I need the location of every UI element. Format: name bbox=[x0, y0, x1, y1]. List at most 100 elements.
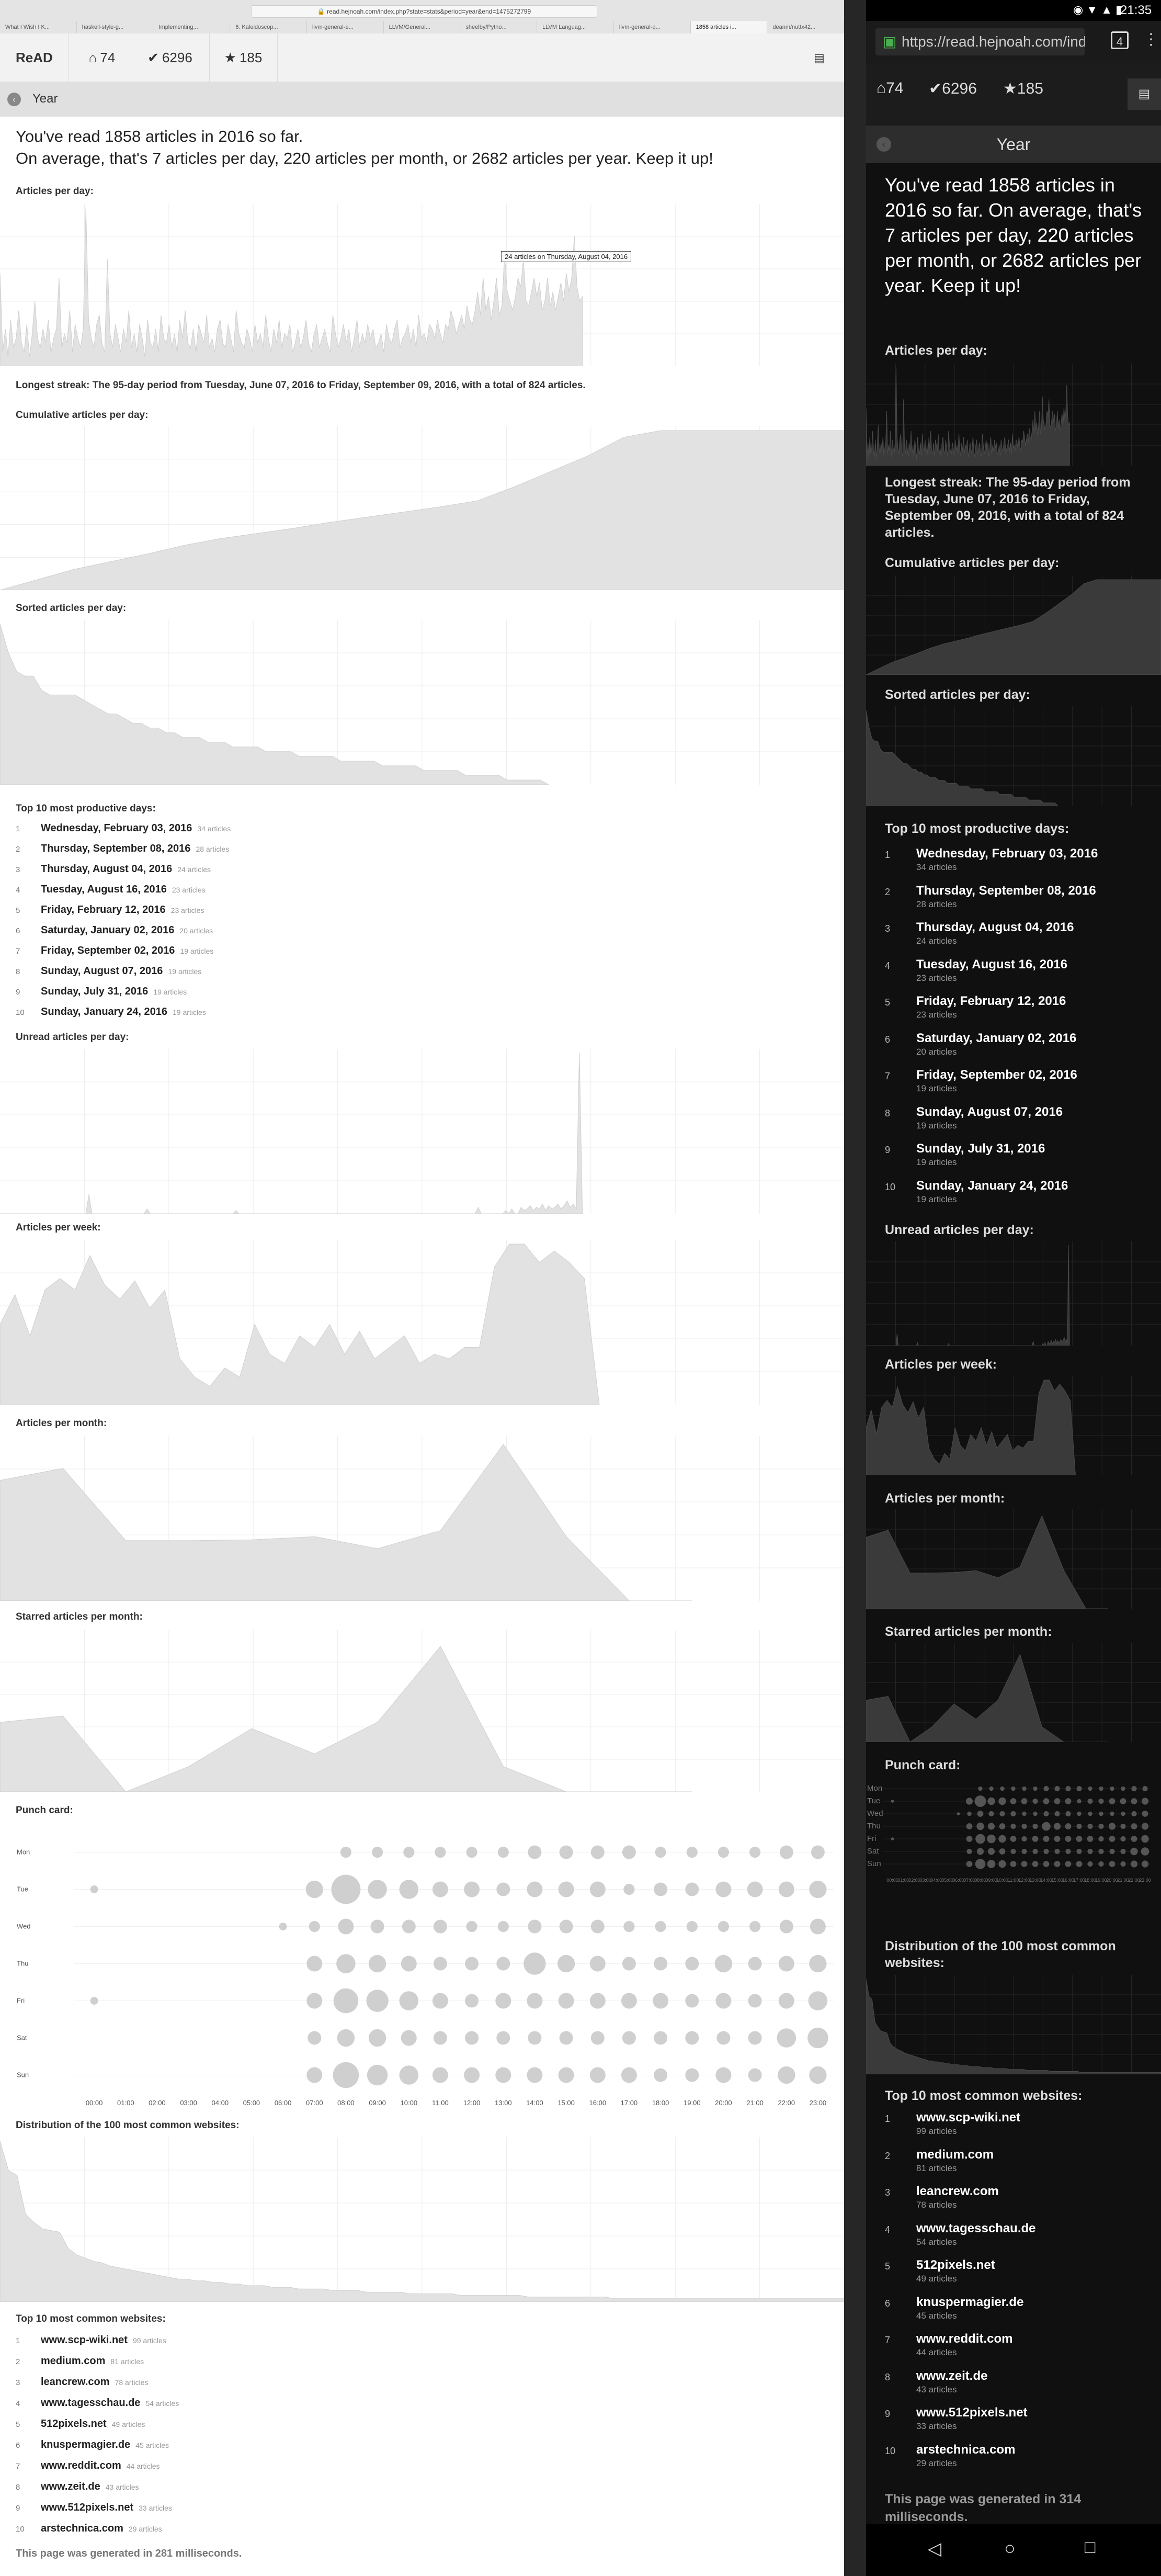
item-label[interactable]: 512pixels.net bbox=[41, 2418, 107, 2430]
rank-number: 3 bbox=[16, 2378, 20, 2387]
home-nav-icon[interactable]: ○ bbox=[1004, 2537, 1016, 2559]
item-label[interactable]: www.512pixels.net bbox=[916, 2405, 1028, 2420]
phone-screen: ◉ ▼ ▲ ▮ 21:35 ▣ https://read.hejnoah.com/… bbox=[866, 0, 1161, 2576]
tab-switcher-button[interactable]: 4 bbox=[1111, 31, 1129, 49]
item-label[interactable]: Friday, February 12, 2016 bbox=[41, 904, 166, 916]
punch-hour-label: 16:00 bbox=[1062, 1878, 1074, 1883]
phone-url-field[interactable]: ▣ https://read.hejnoah.com/inde bbox=[875, 28, 1085, 55]
back-arrow-icon[interactable]: ‹ bbox=[877, 137, 891, 152]
browser-tab[interactable]: sheelby/Pytho... bbox=[460, 21, 538, 33]
punch-dot bbox=[655, 1920, 666, 1933]
item-label[interactable]: www.zeit.de bbox=[41, 2481, 100, 2492]
item-label[interactable]: knuspermagier.de bbox=[916, 2295, 1024, 2309]
item-label[interactable]: www.reddit.com bbox=[41, 2460, 121, 2471]
item-label[interactable]: Saturday, January 02, 2016 bbox=[916, 1031, 1077, 1045]
item-label[interactable]: Friday, September 02, 2016 bbox=[916, 1068, 1077, 1082]
rank-number: 4 bbox=[885, 960, 891, 971]
punch-dot bbox=[432, 1881, 448, 1897]
item-label[interactable]: medium.com bbox=[916, 2147, 994, 2162]
item-label[interactable]: Sunday, January 24, 2016 bbox=[41, 1006, 167, 1018]
item-label[interactable]: Sunday, January 24, 2016 bbox=[916, 1178, 1068, 1193]
browser-tab[interactable]: llvm-general-q... bbox=[614, 21, 691, 33]
item-label[interactable]: Wednesday, February 03, 2016 bbox=[41, 822, 192, 834]
data-series-area bbox=[0, 1646, 692, 1792]
item-label[interactable]: Thursday, September 08, 2016 bbox=[41, 843, 191, 854]
status-bar: ◉ ▼ ▲ ▮ 21:35 bbox=[866, 0, 1161, 21]
browser-tab[interactable]: haskell-style-g... bbox=[77, 21, 154, 33]
overflow-menu-icon[interactable]: ⋮ bbox=[1143, 31, 1159, 48]
item-count: 19 articles bbox=[916, 1194, 957, 1204]
inbox-link[interactable]: ⌂74 bbox=[73, 33, 131, 82]
browser-tab[interactable]: llvm-general-e... bbox=[307, 21, 384, 33]
item-label[interactable]: 512pixels.net bbox=[916, 2258, 995, 2272]
item-label[interactable]: Sunday, August 07, 2016 bbox=[916, 1104, 1063, 1119]
data-series-area bbox=[0, 624, 550, 785]
heading-distribution: Distribution of the 100 most common webs… bbox=[885, 1939, 1116, 1970]
punch-dot bbox=[338, 1918, 354, 1935]
punch-dot bbox=[1010, 1811, 1016, 1817]
punch-hour-label: 13:00 bbox=[1029, 1878, 1041, 1883]
browser-tab[interactable]: deanm/nuttx42... bbox=[767, 21, 844, 33]
punch-dot bbox=[1065, 1823, 1072, 1829]
item-label[interactable]: Sunday, July 31, 2016 bbox=[916, 1142, 1045, 1156]
browser-tab[interactable]: Implementing... bbox=[153, 21, 231, 33]
recents-nav-icon[interactable]: □ bbox=[1085, 2537, 1096, 2557]
item-label[interactable]: medium.com bbox=[41, 2355, 106, 2367]
starred-link[interactable]: ★185 bbox=[209, 33, 278, 82]
phone-per-month-chart bbox=[866, 1509, 1161, 1609]
item-label[interactable]: Wednesday, February 03, 2016 bbox=[916, 846, 1098, 861]
item-label[interactable]: www.zeit.de bbox=[916, 2368, 988, 2383]
item-label[interactable]: www.tagesschau.de bbox=[41, 2397, 141, 2409]
item-label[interactable]: Saturday, January 02, 2016 bbox=[41, 924, 175, 936]
item-label[interactable]: Friday, February 12, 2016 bbox=[916, 994, 1066, 1008]
browser-tab[interactable]: 1858 articles i... bbox=[690, 21, 768, 33]
item-label[interactable]: Tuesday, August 16, 2016 bbox=[916, 957, 1067, 971]
back-arrow-icon[interactable]: ‹ bbox=[7, 93, 21, 106]
punch-hour-label: 10:00 bbox=[996, 1878, 1008, 1883]
inbox-link[interactable]: ⌂74 bbox=[877, 80, 904, 97]
item-label[interactable]: arstechnica.com bbox=[41, 2523, 123, 2534]
browser-tab[interactable]: LLVM/General... bbox=[384, 21, 461, 33]
punch-dot bbox=[528, 2031, 542, 2045]
browser-tab[interactable]: LLVM Languag... bbox=[537, 21, 614, 33]
phone-period-bar: ‹ Year bbox=[866, 126, 1161, 163]
punch-dot bbox=[1021, 1836, 1027, 1842]
item-count: 45 articles bbox=[135, 2441, 169, 2449]
item-label[interactable]: leancrew.com bbox=[41, 2376, 110, 2388]
item-label[interactable]: www.scp-wiki.net bbox=[41, 2334, 128, 2346]
punch-dot bbox=[966, 1861, 973, 1867]
punch-dot bbox=[331, 1874, 361, 1904]
item-label[interactable]: www.scp-wiki.net bbox=[916, 2110, 1021, 2125]
item-label[interactable]: leancrew.com bbox=[916, 2184, 999, 2198]
browser-tab[interactable]: What I Wish I K... bbox=[0, 21, 77, 33]
browser-tab[interactable]: 6. Kaleidoscop... bbox=[230, 21, 307, 33]
punch-dot bbox=[1141, 1823, 1149, 1830]
item-label[interactable]: Sunday, August 07, 2016 bbox=[41, 965, 163, 977]
item-label[interactable]: Thursday, August 04, 2016 bbox=[916, 920, 1074, 934]
item-label[interactable]: www.tagesschau.de bbox=[916, 2221, 1036, 2235]
starred-link[interactable]: ★185 bbox=[1003, 80, 1043, 97]
punch-dot bbox=[590, 2031, 605, 2045]
address-bar[interactable]: 🔒 read.hejnoah.com/index.php?state=stats… bbox=[251, 5, 597, 18]
punch-dot bbox=[749, 1846, 761, 1858]
punch-dot bbox=[1099, 1786, 1103, 1791]
brand-logo[interactable]: ReAD bbox=[0, 33, 69, 82]
stats-chart-icon[interactable]: ▤ bbox=[814, 51, 825, 64]
item-label[interactable]: knuspermagier.de bbox=[41, 2439, 131, 2450]
item-label[interactable]: Thursday, August 04, 2016 bbox=[41, 863, 173, 875]
item-label[interactable]: Tuesday, August 16, 2016 bbox=[41, 884, 167, 895]
item-label[interactable]: Thursday, September 08, 2016 bbox=[916, 883, 1096, 898]
read-link[interactable]: ✔6296 bbox=[131, 33, 210, 82]
punch-hour-label: 08:00 bbox=[974, 1878, 986, 1883]
punch-dot bbox=[557, 1954, 575, 1973]
punch-dot bbox=[1131, 1786, 1137, 1792]
item-label[interactable]: Friday, September 02, 2016 bbox=[41, 945, 175, 956]
punch-dot bbox=[623, 1883, 635, 1895]
item-label[interactable]: www.512pixels.net bbox=[41, 2502, 134, 2513]
item-label[interactable]: www.reddit.com bbox=[916, 2332, 1013, 2346]
item-label[interactable]: arstechnica.com bbox=[916, 2442, 1016, 2457]
stats-chart-icon[interactable]: ▤ bbox=[1128, 78, 1161, 110]
back-nav-icon[interactable]: ◁ bbox=[928, 2539, 942, 2559]
read-link[interactable]: ✔6296 bbox=[929, 80, 977, 97]
item-label[interactable]: Sunday, July 31, 2016 bbox=[41, 986, 149, 997]
